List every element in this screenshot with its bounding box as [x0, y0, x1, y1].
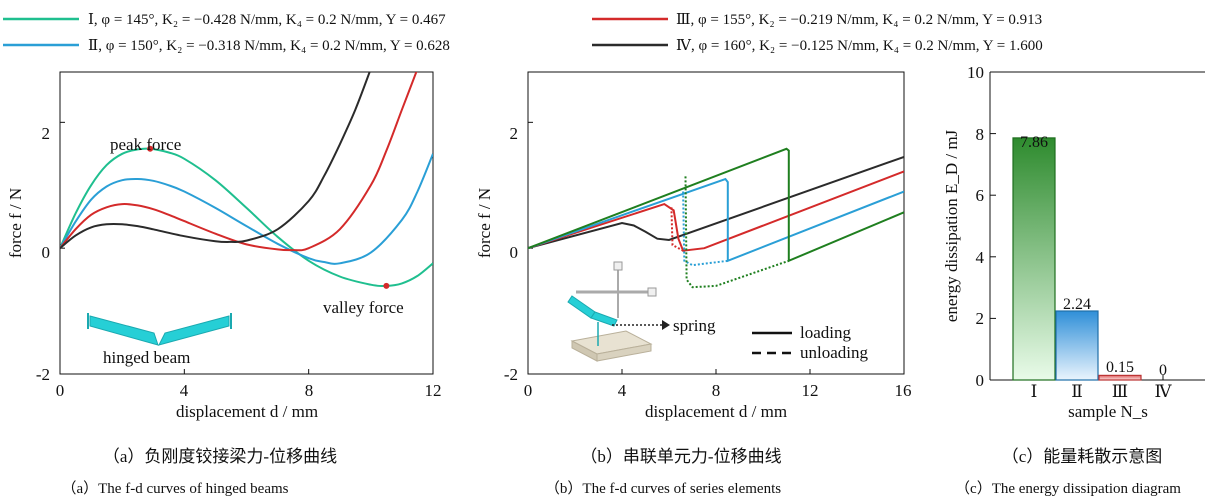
chart-c-ytick-0: 0 [976, 371, 985, 390]
chart-b-series-ii-loading [528, 177, 904, 263]
chart-a-xtick-8: 8 [305, 381, 314, 400]
chart-c-value-label-ii: 2.24 [1063, 296, 1091, 313]
caption-b-en: （b）The f-d curves of series elements [545, 480, 781, 497]
chart-a-ytick-0: 0 [42, 243, 51, 262]
style-legend-loading-label: loading [800, 323, 851, 342]
chart-c-ytick-10: 10 [967, 63, 984, 82]
legend-item-iii: Ⅲ, φ = 155°, K₂ = −0.219 N/mm, K₄ = 0.2 … [592, 12, 1042, 28]
captions: （a）负刚度铰接梁力-位移曲线 （a）The f-d curves of hin… [61, 447, 1181, 497]
chart-b-xtick-16: 16 [895, 381, 912, 400]
chart-a-xtick-4: 4 [180, 381, 189, 400]
chart-a-series-iii-line [60, 72, 418, 252]
chart-c-value-label-i: 7.86 [1020, 134, 1048, 151]
chart-b-ticks [527, 121, 905, 375]
chart-c-ytick-2: 2 [976, 309, 985, 328]
chart-b-ytick-2: 2 [510, 124, 519, 143]
chart-a-xlabel: displacement d / mm [176, 402, 318, 421]
chart-b-series-i-loading [528, 147, 904, 263]
chart-c-xtick-iv: Ⅳ [1155, 382, 1173, 401]
legend-item-i: Ⅰ, φ = 145°, K₂ = −0.428 N/mm, K₄ = 0.2 … [3, 12, 446, 28]
chart-a-xtick-0: 0 [56, 381, 65, 400]
chart-a-ticks [59, 121, 434, 375]
chart-b-xtick-0: 0 [524, 381, 533, 400]
chart-a-valley-label: valley force [323, 298, 404, 317]
chart-c-ytick-6: 6 [976, 186, 985, 205]
style-legend: loading unloading [752, 323, 868, 362]
caption-b-cn: （b）串联单元力-位移曲线 [580, 447, 781, 466]
chart-b-series-i-unloading [684, 176, 790, 289]
chart-b-ytick-neg2: -2 [504, 365, 518, 384]
legend: Ⅰ, φ = 145°, K₂ = −0.428 N/mm, K₄ = 0.2 … [3, 12, 1043, 54]
chart-a-series-iv-line [60, 72, 371, 249]
chart-a-ylabel: force f / N [6, 188, 25, 258]
chart-b-series-iii-loading [528, 170, 904, 252]
chart-b-ytick-0: 0 [510, 243, 519, 262]
caption-a-cn: （a）负刚度铰接梁力-位移曲线 [103, 447, 337, 466]
series-element-illustration [567, 261, 670, 362]
chart-c-bar-i [1012, 137, 1056, 381]
chart-a: 2 0 -2 0 4 8 12 displacement d / mm forc… [6, 71, 442, 421]
legend-label-iii: Ⅲ, φ = 155°, K₂ = −0.219 N/mm, K₄ = 0.2 … [676, 12, 1042, 28]
legend-item-ii: Ⅱ, φ = 150°, K₂ = −0.318 N/mm, K₄ = 0.2 … [3, 38, 450, 54]
chart-b-xtick-8: 8 [712, 381, 721, 400]
chart-a-peak-point [147, 145, 154, 152]
chart-a-ytick-2: 2 [42, 124, 51, 143]
chart-a-ytick-neg2: -2 [36, 365, 50, 384]
chart-b-series-iv-loading [528, 155, 904, 250]
chart-b-xlabel: displacement d / mm [645, 402, 787, 421]
chart-c-ytick-4: 4 [976, 248, 985, 267]
legend-label-ii: Ⅱ, φ = 150°, K₂ = −0.318 N/mm, K₄ = 0.2 … [88, 38, 450, 54]
chart-c-value-label-iii: 0.15 [1106, 359, 1134, 376]
chart-b-ylabel: force f / N [475, 188, 494, 258]
chart-b-xtick-4: 4 [618, 381, 627, 400]
caption-c-cn: （c）能量耗散示意图 [1002, 447, 1163, 466]
hinged-beam-illustration [87, 313, 232, 346]
chart-c-ylabel: energy dissipation E_D / mJ [942, 129, 961, 322]
chart-a-xtick-12: 12 [425, 381, 442, 400]
chart-a-frame [59, 71, 434, 375]
chart-a-valley-point [383, 282, 390, 289]
chart-b-xtick-12: 12 [802, 381, 819, 400]
chart-c-bar-iii [1098, 374, 1142, 381]
chart-c-xlabel: sample N_s [1068, 402, 1148, 421]
chart-c-xtick-i: Ⅰ [1031, 382, 1038, 401]
legend-label-i: Ⅰ, φ = 145°, K₂ = −0.428 N/mm, K₄ = 0.2 … [88, 12, 446, 28]
caption-c-en: （c）The energy dissipation diagram [955, 480, 1181, 497]
chart-c-value-label-iv: 0 [1159, 362, 1167, 379]
chart-a-series-ii-line [60, 153, 433, 265]
legend-item-iv: Ⅳ, φ = 160°, K₂ = −0.125 N/mm, K₄ = 0.2 … [592, 38, 1043, 54]
chart-c-xtick-ii: Ⅱ [1071, 382, 1083, 401]
caption-a-en: （a）The f-d curves of hinged beams [61, 480, 288, 497]
legend-label-iv: Ⅳ, φ = 160°, K₂ = −0.125 N/mm, K₄ = 0.2 … [676, 38, 1043, 54]
chart-b-series-iii-unloading [670, 207, 684, 252]
chart-a-series-i-line [60, 147, 433, 288]
chart-c-bar-ii [1055, 310, 1099, 381]
chart-b-series-ii-unloading [682, 191, 728, 267]
chart-c-xtick-iii: Ⅲ [1112, 382, 1128, 401]
chart-a-inset-label: hinged beam [103, 348, 190, 367]
chart-c-bars [1012, 137, 1142, 381]
chart-b: 2 0 -2 0 4 8 12 16 displacement d / mm f… [475, 71, 912, 421]
chart-a-peak-label: peak force [110, 135, 181, 154]
chart-c-ytick-8: 8 [976, 125, 985, 144]
chart-c: 0 2 4 6 8 10 Ⅰ Ⅱ Ⅲ Ⅳ 7.86 2.24 0.15 0 sa… [942, 63, 1205, 421]
chart-b-spring-label: spring [673, 316, 716, 335]
style-legend-unloading-label: unloading [800, 343, 868, 362]
